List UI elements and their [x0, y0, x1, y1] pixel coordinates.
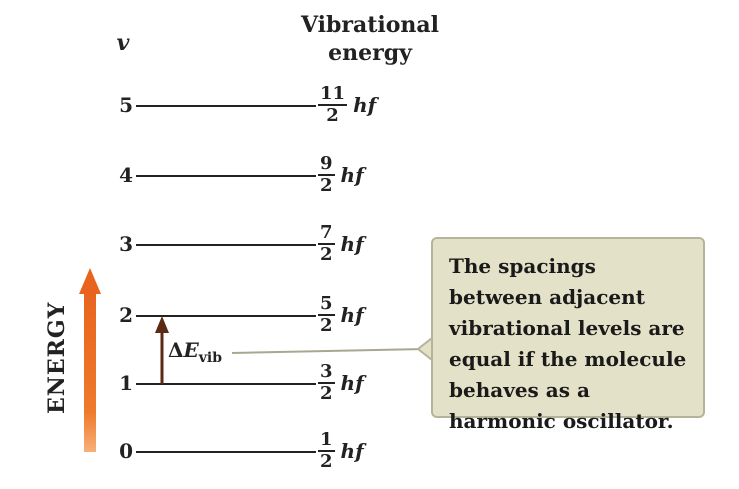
- callout-pointer-notch: [416, 335, 433, 363]
- fraction-numerator: 1: [318, 429, 335, 452]
- fraction-numerator: 3: [318, 361, 335, 384]
- energy-unit: hf: [340, 232, 364, 256]
- fraction-denominator: 2: [320, 383, 333, 404]
- energy-column-header-line1: Vibrational: [300, 12, 440, 38]
- delta-symbol: Δ: [168, 338, 184, 362]
- callout-pointer-line: [231, 348, 427, 354]
- delta-arrow-head: [155, 316, 169, 333]
- energy-axis-label: ENERGY: [44, 301, 70, 414]
- callout-text: The spacings between adjacent vibrationa…: [449, 254, 687, 433]
- energy-unit: hf: [353, 93, 377, 117]
- energy-unit: hf: [340, 371, 364, 395]
- fraction-numerator: 5: [318, 293, 335, 316]
- energy-unit: hf: [340, 303, 364, 327]
- level-number-2: 2: [119, 303, 133, 327]
- level-number-4: 4: [119, 163, 133, 187]
- energy-unit: hf: [340, 163, 364, 187]
- energy-arrow-shaft: [84, 292, 96, 452]
- level-number-5: 5: [119, 93, 133, 117]
- fraction-denominator: 2: [326, 105, 339, 126]
- explanation-callout: The spacings between adjacent vibrationa…: [431, 237, 705, 433]
- fraction-numerator: 7: [318, 222, 335, 245]
- level-number-0: 0: [119, 439, 133, 463]
- energy-symbol: E: [183, 338, 199, 362]
- fraction-denominator: 2: [320, 451, 333, 472]
- fraction-denominator: 2: [320, 175, 333, 196]
- energy-column-header-line2: energy: [328, 40, 412, 66]
- fraction-numerator: 11: [318, 83, 348, 106]
- delta-e-vib-label: ΔEvib: [168, 338, 222, 366]
- fraction-denominator: 2: [320, 244, 333, 265]
- fraction-denominator: 2: [320, 315, 333, 336]
- v-column-header: v: [116, 30, 130, 56]
- fraction-numerator: 9: [318, 153, 335, 176]
- vib-subscript: vib: [198, 350, 223, 366]
- energy-arrow-head: [79, 268, 101, 294]
- level-number-1: 1: [119, 371, 133, 395]
- level-number-3: 3: [119, 232, 133, 256]
- energy-unit: hf: [340, 439, 364, 463]
- level-energy-5: 11 2 hf: [318, 84, 376, 126]
